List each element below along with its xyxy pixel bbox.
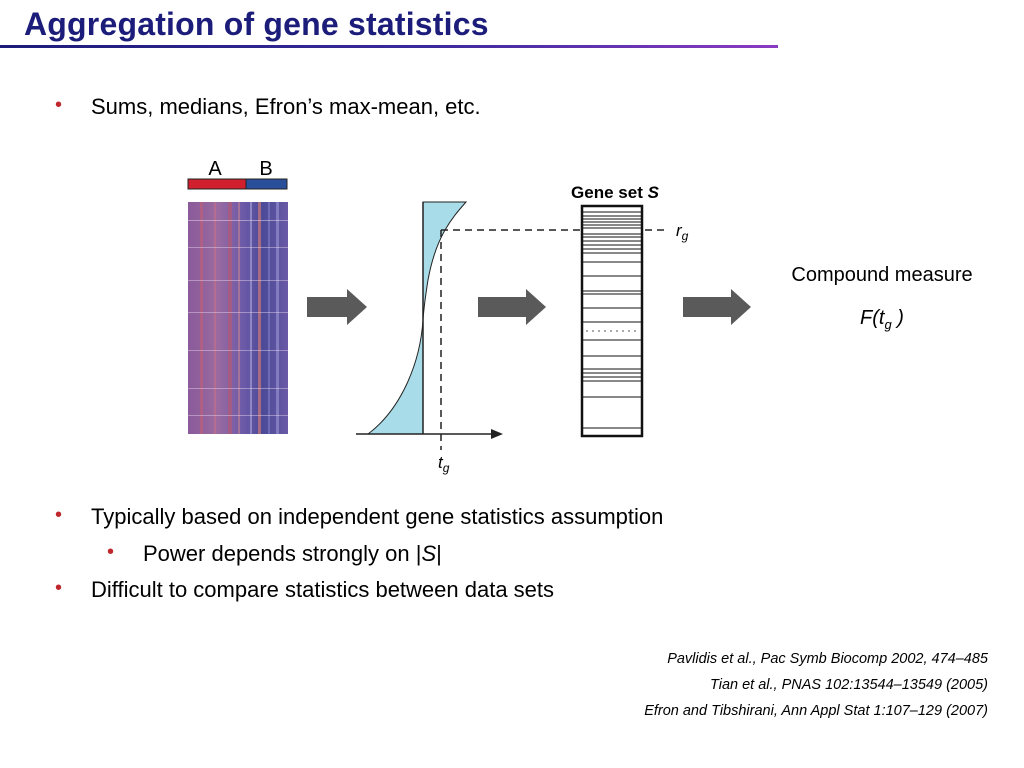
arrow-right-icon: [307, 289, 367, 325]
arrow-right-icon: [478, 289, 546, 325]
bullet-icon: •: [55, 94, 63, 116]
bullet-text: Typically based on independent gene stat…: [91, 504, 664, 529]
gene-set-title: Gene set S: [571, 183, 660, 202]
compound-measure-label: Compound measure: [791, 264, 973, 286]
compound-measure-formula: F(tg ): [860, 307, 904, 332]
slide-title: Aggregation of gene statistics: [24, 6, 489, 42]
group-a-label: A: [208, 158, 222, 180]
bullet-icon: •: [55, 577, 63, 599]
gene-set-rank-box: [580, 204, 644, 438]
group-b-bar: [245, 178, 288, 190]
bullet-text: Power depends strongly on |S|: [143, 541, 442, 566]
arrow-right-icon: [683, 289, 751, 325]
group-b-label: B: [259, 158, 272, 180]
bullet-icon: •: [107, 541, 115, 563]
expression-heatmap: [188, 202, 288, 434]
bullet-icon: •: [55, 504, 63, 526]
reference-pavlidis: Pavlidis et al., Pac Symb Biocomp 2002, …: [667, 651, 988, 667]
bullet-text: Difficult to compare statistics between …: [91, 577, 555, 602]
bullet-text: Sums, medians, Efron’s max-mean, etc.: [91, 94, 481, 119]
reference-efron: Efron and Tibshirani, Ann Appl Stat 1:10…: [644, 703, 988, 719]
statistic-distribution: [356, 201, 668, 450]
group-a-bar: [187, 178, 247, 190]
t-g-label: tg: [438, 453, 450, 475]
title-underline: [0, 45, 778, 48]
reference-tian: Tian et al., PNAS 102:13544–13549 (2005): [710, 677, 988, 693]
r-g-label: rg: [676, 221, 689, 243]
